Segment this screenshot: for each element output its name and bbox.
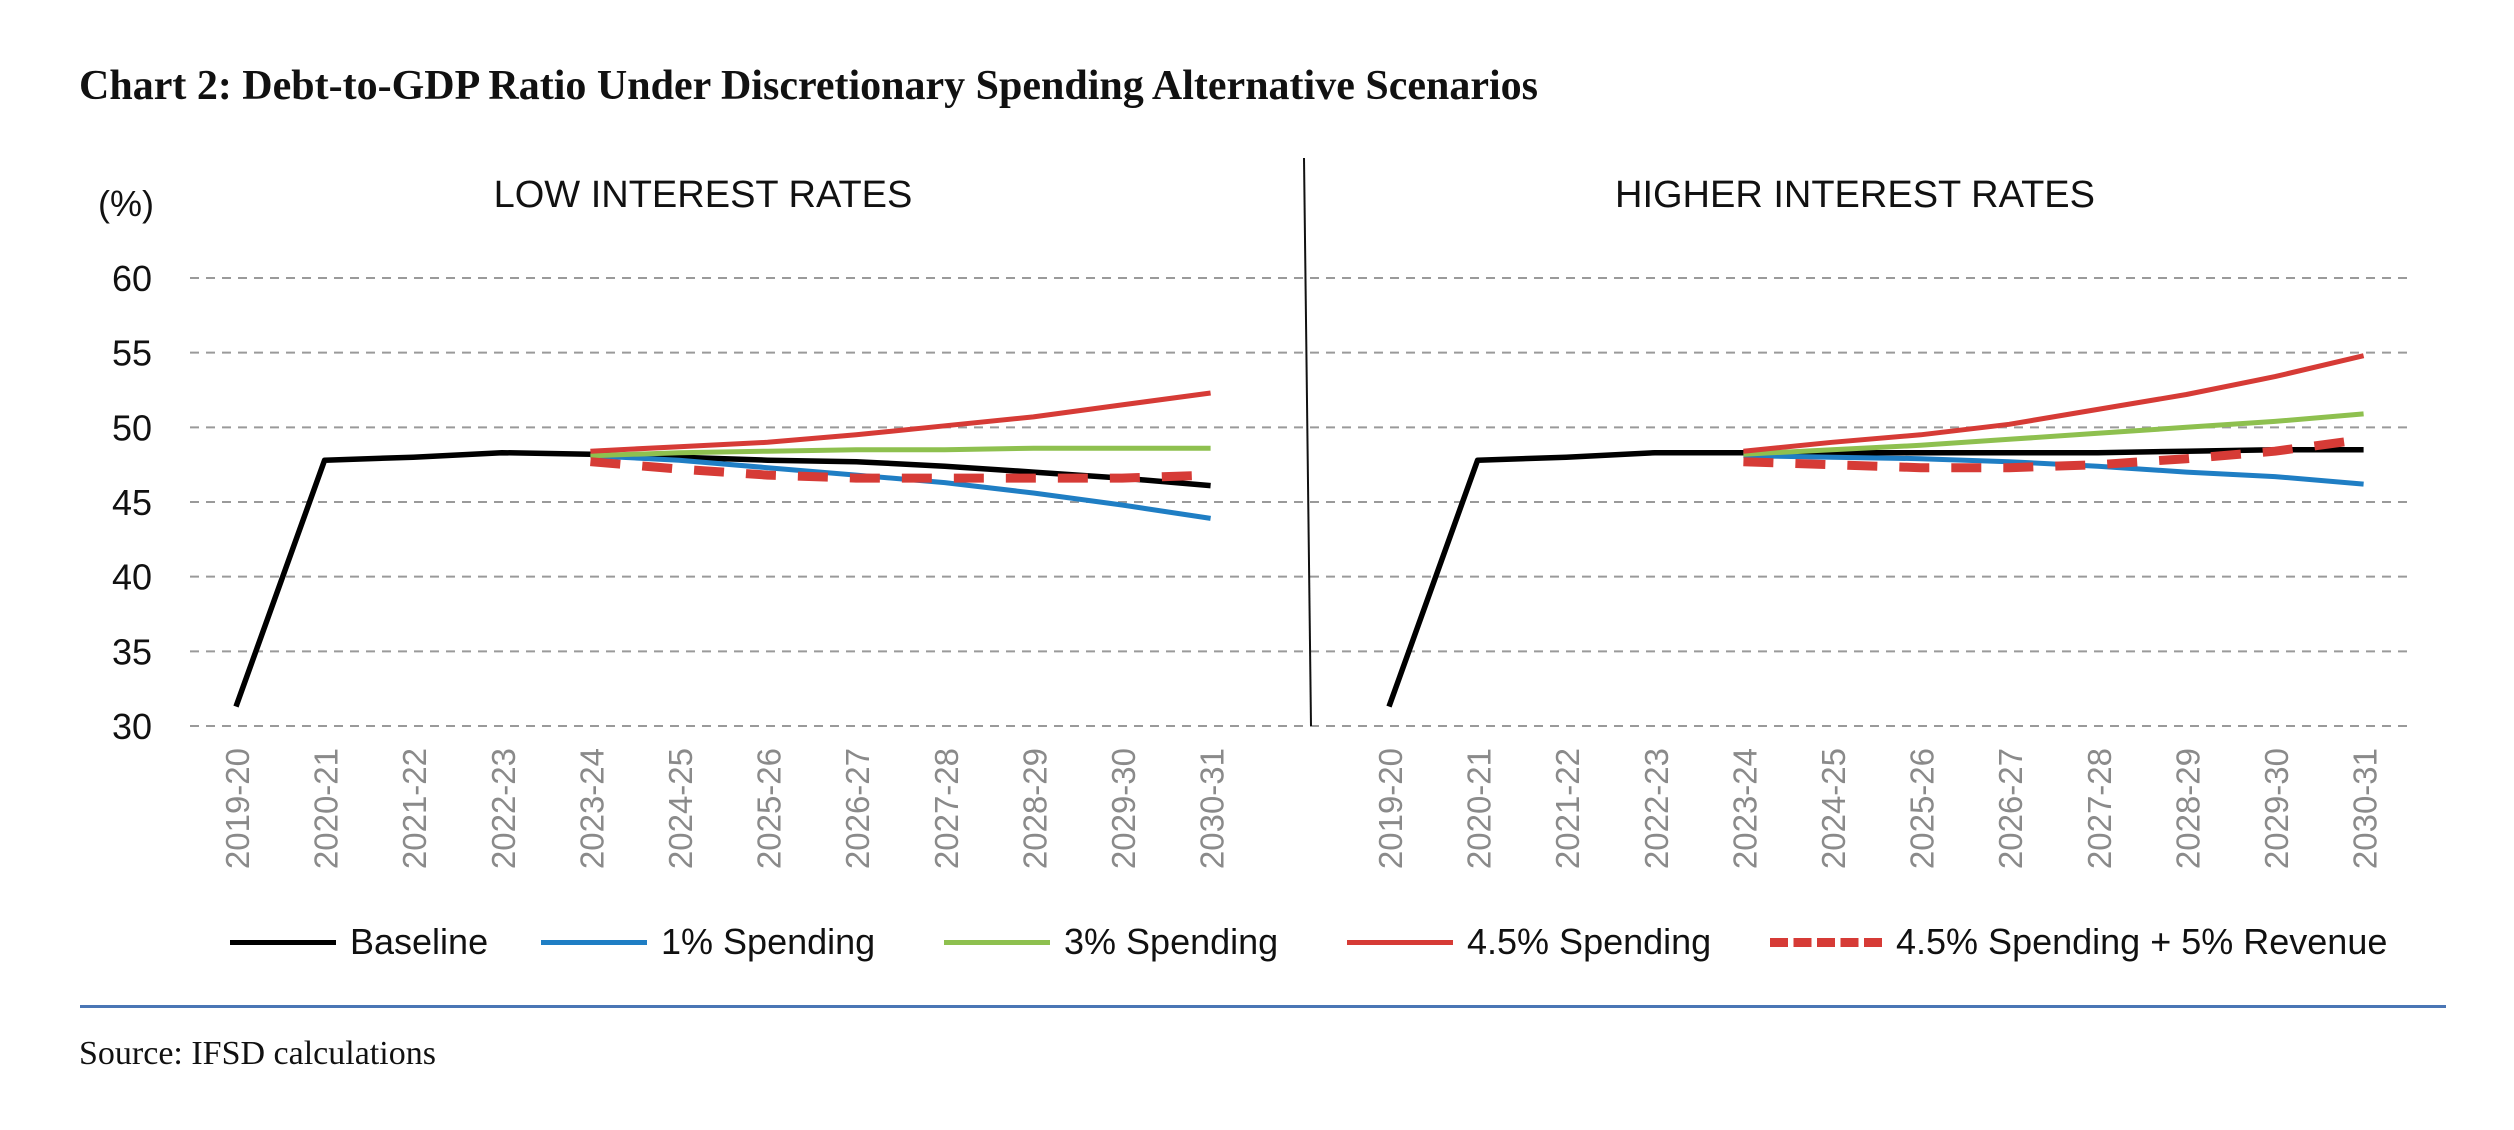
x-tick-label: 2019-20 (1372, 748, 1409, 869)
series-line-spend45 (590, 390, 1211, 454)
x-tick-label: 2025-26 (1904, 748, 1941, 869)
tick-labels: 30 35 40 45 50 55 60 (%) LOW INTEREST RATES 2019-… (98, 174, 2384, 869)
gridlines (190, 277, 2412, 727)
legend-label: Baseline (350, 921, 489, 962)
x-tick-label: 2023-24 (1726, 748, 1763, 869)
x-tick-label: 2026-27 (1992, 748, 2029, 869)
x-tick-label: 2019-20 (219, 748, 256, 869)
y-tick-label: 45 (112, 482, 152, 523)
legend-swatch (1770, 937, 1882, 947)
legend-label: 1% Spending (661, 921, 876, 962)
series-line-baseline (1386, 446, 2364, 708)
legend-item-spend45rev: 4.5% Spending + 5% Revenue (1770, 912, 2387, 972)
legend-swatch (541, 939, 647, 945)
y-tick-label: 30 (112, 706, 152, 747)
y-tick-label: 35 (112, 631, 152, 672)
series-line-spend1 (1743, 453, 2364, 487)
panel-title: LOW INTEREST RATES (494, 174, 913, 216)
series-lines (233, 353, 2365, 708)
legend-swatch (230, 939, 336, 945)
x-tick-label: 2023-24 (573, 748, 610, 869)
legend-item-spend3: 3% Spending (944, 912, 1278, 972)
legend-swatch (1347, 939, 1453, 945)
legend-item-spend1: 1% Spending (541, 912, 875, 972)
legend-label: 3% Spending (1064, 921, 1279, 962)
source-note: Source: IFSD calculations (79, 1035, 436, 1072)
x-tick-label: 2029-30 (2258, 748, 2295, 869)
x-tick-label: 2030-31 (2347, 748, 2384, 869)
series-line-spend3 (590, 445, 1211, 459)
series-line-baseline (233, 449, 1211, 708)
x-tick-label: 2025-26 (751, 748, 788, 869)
footer-rule (80, 1005, 2446, 1008)
panel-divider (1303, 157, 1312, 727)
x-tick-label: 2024-25 (1815, 748, 1852, 869)
x-tick-label: 2030-31 (1194, 748, 1231, 869)
x-tick-label: 2024-25 (662, 748, 699, 869)
panel-title: HIGHER INTEREST RATES (1615, 174, 2095, 216)
chart-title: Chart 2: Debt-to-GDP Ratio Under Discret… (79, 63, 1539, 109)
x-tick-label: 2027-28 (2081, 748, 2118, 869)
x-tick-label: 2028-29 (2169, 748, 2206, 869)
x-tick-label: 2021-22 (396, 748, 433, 869)
y-tick-label: 60 (112, 258, 152, 299)
legend: Baseline 1% Spending 3% Spending 4.5% Spend… (230, 912, 2430, 972)
axes (1303, 157, 1312, 727)
x-tick-label: 2021-22 (1549, 748, 1586, 869)
x-tick-label: 2022-23 (485, 748, 522, 869)
y-tick-label: 55 (112, 333, 152, 374)
legend-label: 4.5% Spending (1467, 921, 1712, 962)
x-tick-label: 2020-21 (1461, 748, 1498, 869)
x-tick-label: 2026-27 (839, 748, 876, 869)
legend-label: 4.5% Spending + 5% Revenue (1896, 921, 2388, 962)
x-tick-label: 2020-21 (308, 748, 345, 869)
legend-swatch (944, 939, 1050, 945)
legend-item-baseline: Baseline (230, 912, 488, 972)
y-tick-label: 40 (112, 557, 152, 598)
series-line-spend45 (1743, 353, 2365, 454)
legend-item-spend45: 4.5% Spending (1347, 912, 1711, 972)
series-line-spend3 (1743, 411, 2364, 457)
x-tick-label: 2027-28 (928, 748, 965, 869)
x-tick-label: 2029-30 (1105, 748, 1142, 869)
x-tick-label: 2022-23 (1638, 748, 1675, 869)
x-tick-label: 2028-29 (1016, 748, 1053, 869)
series-line-spend1 (590, 453, 1211, 521)
y-axis-label: (%) (98, 183, 154, 224)
y-tick-label: 50 (112, 407, 152, 448)
